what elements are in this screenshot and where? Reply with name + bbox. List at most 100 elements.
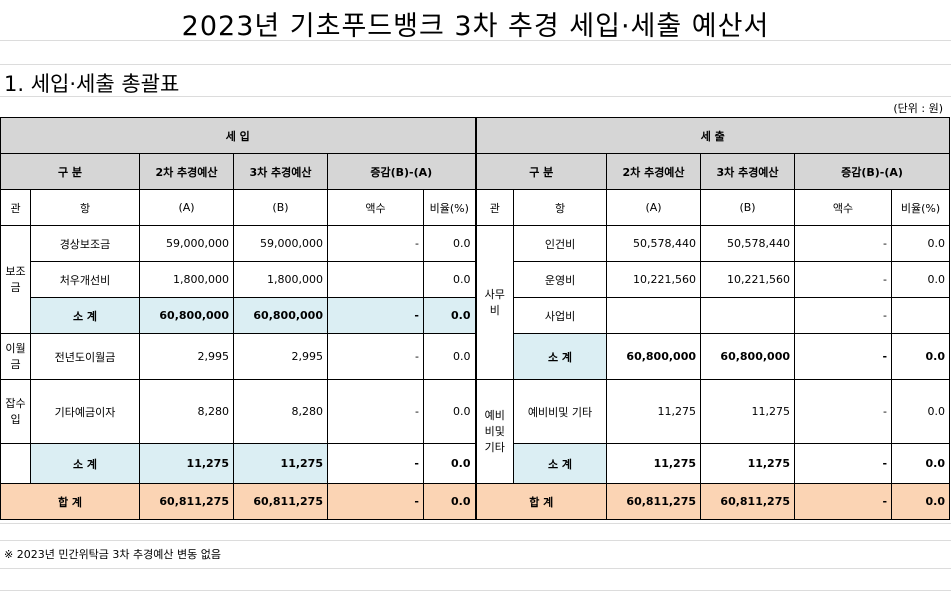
value-cell: -: [327, 379, 424, 444]
diff-header: 증감(B)-(A): [326, 153, 477, 190]
sheet-gridline: [0, 540, 951, 541]
ratio-header: 비율(%): [891, 189, 951, 226]
subtotal-value: 0.0: [422, 443, 477, 484]
value-cell: 11,275: [606, 379, 702, 444]
total-value: 60,811,275: [233, 483, 328, 520]
revenue-item: 경상보조금: [30, 225, 140, 262]
value-cell: 0.0: [422, 261, 477, 298]
sheet-gridline: [0, 523, 951, 524]
value-cell: -: [794, 379, 893, 444]
b-header: (B): [233, 189, 328, 226]
value-cell: 8,280: [139, 379, 234, 444]
sheet-gridline: [0, 96, 951, 97]
subtotal-value: 60,800,000: [700, 333, 796, 380]
subtotal-value: 0.0: [422, 297, 477, 334]
sheet-gridline: [0, 590, 951, 591]
value-cell: 0.0: [891, 261, 951, 298]
subtotal-label: 소 계: [30, 443, 140, 484]
expense-header: 세 출: [474, 117, 951, 154]
total-value: 0.0: [891, 483, 951, 520]
total-value: 60,811,275: [700, 483, 796, 520]
budget-table: 세 입 세 출 구 분 2차 추경예산 3차 추경예산 증감(B)-(A) 구 …: [0, 117, 951, 520]
subtotal-value: 11,275: [233, 443, 328, 484]
sheet-gridline: [0, 568, 951, 569]
gwan-header: 관: [474, 189, 515, 226]
revenue-header: 세 입: [0, 117, 477, 154]
gubun-header: 구 분: [474, 153, 608, 190]
subtotal-label: 소 계: [513, 443, 608, 484]
total-value: 60,811,275: [139, 483, 234, 520]
value-cell: -: [794, 261, 893, 298]
header-row-3: 관 항 (A) (B) 액수 비율(%) 관 항 (A) (B) 액수 비율(%…: [0, 189, 951, 226]
budget2-header: 2차 추경예산: [139, 153, 234, 190]
a-header: (A): [139, 189, 234, 226]
value-cell: 8,280: [233, 379, 328, 444]
table-row: 소 계 60,800,000 60,800,000 - 0.0 사업비 -: [1, 297, 951, 334]
sheet-gridline: [0, 40, 951, 41]
value-cell: 2,995: [139, 333, 234, 380]
total-value: 60,811,275: [606, 483, 702, 520]
value-cell: 10,221,560: [606, 261, 702, 298]
subtotal-value: 11,275: [606, 443, 702, 484]
value-cell: 0.0: [422, 379, 477, 444]
subtotal-value: 0.0: [891, 333, 951, 380]
expense-item: 인건비: [513, 225, 608, 262]
total-value: -: [327, 483, 424, 520]
value-cell: 0.0: [891, 379, 951, 444]
subtotal-value: -: [794, 443, 893, 484]
ratio-header: 비율(%): [422, 189, 477, 226]
hang-header: 항: [30, 189, 140, 226]
b-header: (B): [700, 189, 796, 226]
value-cell: [606, 297, 702, 334]
amount-header: 액수: [794, 189, 893, 226]
revenue-item: 처우개선비: [30, 261, 140, 298]
subtotal-value: 11,275: [139, 443, 234, 484]
total-row: 합 계 60,811,275 60,811,275 - 0.0 합 계 60,8…: [0, 483, 951, 520]
total-value: -: [794, 483, 893, 520]
subtotal-label: 소 계: [513, 333, 608, 380]
value-cell: -: [794, 225, 893, 262]
hang-header: 항: [513, 189, 608, 226]
value-cell: 50,578,440: [606, 225, 702, 262]
a-header: (A): [606, 189, 702, 226]
value-cell: [327, 261, 424, 298]
value-cell: -: [327, 333, 424, 380]
amount-header: 액수: [327, 189, 424, 226]
subtotal-value: -: [327, 443, 424, 484]
value-cell: [700, 297, 796, 334]
value-cell: -: [794, 297, 893, 334]
gubun-header: 구 분: [0, 153, 140, 190]
budget3-header: 3차 추경예산: [700, 153, 796, 190]
section-title: 1. 세입·세출 총괄표: [4, 72, 180, 96]
budget3-header: 3차 추경예산: [233, 153, 328, 190]
revenue-item: 기타예금이자: [30, 379, 140, 444]
value-cell: [891, 297, 951, 334]
value-cell: 59,000,000: [139, 225, 234, 262]
expense-item: 사업비: [513, 297, 608, 334]
revenue-group-misc: 잡수입: [0, 379, 31, 444]
expense-item: 운영비: [513, 261, 608, 298]
subtotal-value: 60,800,000: [606, 333, 702, 380]
footnote: ※ 2023년 민간위탁금 3차 추경예산 변동 없음: [4, 548, 221, 561]
value-cell: 0.0: [422, 225, 477, 262]
table-row: 잡수입 기타예금이자 8,280 8,280 - 0.0 예비비및기타 예비비및…: [0, 379, 951, 484]
header-row-1: 세 입 세 출: [0, 117, 951, 154]
page-title: 2023년 기초푸드뱅크 3차 추경 세입·세출 예산서: [181, 11, 770, 42]
subtotal-label: 소 계: [30, 297, 140, 334]
subtotal-value: 60,800,000: [139, 297, 234, 334]
header-row-2: 구 분 2차 추경예산 3차 추경예산 증감(B)-(A) 구 분 2차 추경예…: [0, 153, 951, 190]
value-cell: 1,800,000: [233, 261, 328, 298]
diff-header: 증감(B)-(A): [794, 153, 951, 190]
table-row: 보조금 경상보조금 59,000,000 59,000,000 - 0.0 사무…: [0, 225, 951, 380]
value-cell: 10,221,560: [700, 261, 796, 298]
gwan-header: 관: [0, 189, 31, 226]
value-cell: -: [327, 225, 424, 262]
value-cell: 50,578,440: [700, 225, 796, 262]
expense-group-reserve: 예비비및기타: [474, 379, 515, 484]
revenue-group-subsidy: 보조금: [0, 225, 31, 334]
subtotal-value: 60,800,000: [233, 297, 328, 334]
value-cell: 59,000,000: [233, 225, 328, 262]
subtotal-value: 11,275: [700, 443, 796, 484]
total-label: 합 계: [0, 483, 140, 520]
sheet-gridline: [0, 64, 951, 65]
